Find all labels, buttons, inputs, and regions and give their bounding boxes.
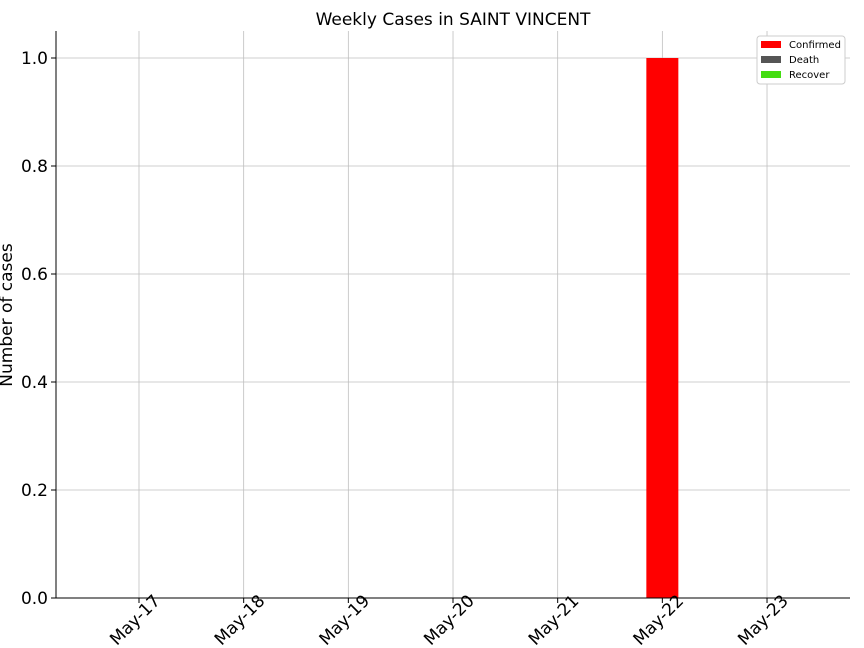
grid: [56, 31, 850, 599]
y-tick-label: 0.8: [21, 157, 48, 177]
y-tick-label: 0.6: [21, 265, 48, 285]
legend-label-death: Death: [789, 55, 819, 66]
legend-swatch-recover: [761, 71, 781, 78]
legend: Confirmed Death Recover: [756, 35, 846, 85]
y-tick-label: 0.0: [21, 589, 48, 609]
legend-label-recover: Recover: [789, 70, 830, 81]
y-axis-label: Number of cases: [0, 243, 17, 387]
y-tick-label: 0.4: [21, 373, 48, 393]
legend-swatch-confirmed: [761, 41, 781, 48]
chart-title: Weekly Cases in SAINT VINCENT: [316, 10, 591, 30]
bars: [646, 58, 679, 598]
x-tick-label: May-21: [525, 591, 583, 648]
y-tick-label: 0.2: [21, 481, 48, 501]
x-tick-label: May-18: [211, 591, 269, 648]
legend-label-confirmed: Confirmed: [789, 40, 841, 51]
x-tick-label: May-22: [630, 591, 688, 648]
legend-swatch-death: [761, 56, 781, 63]
x-tick-label: May-23: [734, 591, 792, 648]
x-tick-label: May-20: [420, 591, 478, 648]
y-ticks: 0.0 0.2 0.4 0.6 0.8 1.0: [21, 49, 56, 609]
x-tick-label: May-19: [316, 591, 374, 648]
bar-confirmed: [646, 58, 679, 598]
y-tick-label: 1.0: [21, 49, 48, 69]
x-tick-label: May-17: [106, 591, 164, 648]
x-ticks: May-17 May-18 May-19 May-20 May-21 May-22 May-…: [106, 591, 792, 648]
